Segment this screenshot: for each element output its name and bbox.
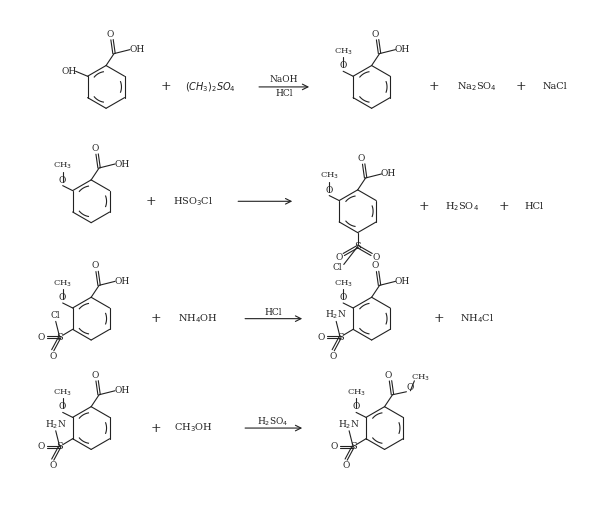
Text: OH: OH — [115, 277, 130, 286]
Text: +: + — [429, 80, 440, 94]
Text: H$_2$N: H$_2$N — [45, 418, 66, 431]
Text: OH: OH — [381, 170, 396, 178]
Text: CH$_3$: CH$_3$ — [53, 388, 72, 398]
Text: O: O — [372, 262, 379, 270]
Text: +: + — [151, 312, 161, 325]
Text: O: O — [326, 185, 333, 195]
Text: HSO$_3$Cl: HSO$_3$Cl — [174, 195, 213, 207]
Text: NH$_4$Cl: NH$_4$Cl — [460, 312, 494, 325]
Text: O: O — [49, 461, 57, 470]
Text: Cl: Cl — [51, 311, 60, 320]
Text: O: O — [318, 333, 325, 342]
Text: CH$_3$: CH$_3$ — [333, 278, 353, 289]
Text: HCl: HCl — [524, 202, 543, 211]
Text: CH$_3$: CH$_3$ — [347, 388, 365, 398]
Text: CH$_3$: CH$_3$ — [333, 47, 353, 57]
Text: CH$_3$: CH$_3$ — [53, 161, 72, 172]
Text: OH: OH — [115, 159, 130, 169]
Text: O: O — [59, 293, 66, 302]
Text: +: + — [434, 312, 444, 325]
Text: O: O — [372, 30, 379, 39]
Text: H$_2$SO$_4$: H$_2$SO$_4$ — [257, 415, 289, 428]
Text: S: S — [337, 333, 344, 342]
Text: O: O — [339, 61, 347, 71]
Text: Na$_2$SO$_4$: Na$_2$SO$_4$ — [457, 81, 497, 94]
Text: O: O — [92, 371, 99, 380]
Text: O: O — [59, 176, 66, 184]
Text: +: + — [160, 80, 171, 94]
Text: CH$_3$: CH$_3$ — [53, 278, 72, 289]
Text: O: O — [59, 403, 66, 411]
Text: O: O — [373, 253, 380, 262]
Text: O: O — [343, 461, 350, 470]
Text: OH: OH — [395, 45, 410, 54]
Text: H$_2$SO$_4$: H$_2$SO$_4$ — [445, 200, 479, 213]
Text: O: O — [352, 403, 360, 411]
Text: +: + — [145, 195, 156, 208]
Text: O: O — [330, 442, 338, 451]
Text: Cl: Cl — [333, 263, 343, 272]
Text: O: O — [37, 333, 45, 342]
Text: O: O — [49, 352, 57, 361]
Text: $(CH_3)_2SO_4$: $(CH_3)_2SO_4$ — [185, 80, 236, 94]
Text: +: + — [419, 200, 430, 213]
Text: O: O — [329, 352, 337, 361]
Text: OH: OH — [129, 45, 145, 54]
Text: CH$_3$: CH$_3$ — [411, 373, 430, 383]
Text: O: O — [339, 293, 347, 302]
Text: OH: OH — [61, 67, 76, 76]
Text: O: O — [92, 144, 99, 153]
Text: OH: OH — [395, 277, 410, 286]
Text: O: O — [335, 253, 343, 262]
Text: O: O — [385, 371, 392, 380]
Text: S: S — [350, 442, 356, 451]
Text: +: + — [499, 200, 509, 213]
Text: S: S — [56, 333, 63, 342]
Text: +: + — [151, 422, 161, 434]
Text: S: S — [355, 242, 361, 251]
Text: O: O — [92, 262, 99, 270]
Text: CH$_3$OH: CH$_3$OH — [174, 422, 213, 434]
Text: HCl: HCl — [264, 308, 282, 317]
Text: CH$_3$: CH$_3$ — [320, 171, 339, 181]
Text: +: + — [516, 80, 526, 94]
Text: O: O — [358, 154, 365, 163]
Text: NaCl: NaCl — [542, 82, 567, 91]
Text: O: O — [106, 30, 114, 39]
Text: OH: OH — [115, 386, 130, 396]
Text: H$_2$N: H$_2$N — [326, 309, 347, 321]
Text: O: O — [406, 383, 414, 392]
Text: H$_2$N: H$_2$N — [338, 418, 360, 431]
Text: HCl: HCl — [276, 89, 293, 99]
Text: NH$_4$OH: NH$_4$OH — [178, 312, 218, 325]
Text: NaOH: NaOH — [270, 76, 298, 84]
Text: S: S — [56, 442, 63, 451]
Text: O: O — [37, 442, 45, 451]
